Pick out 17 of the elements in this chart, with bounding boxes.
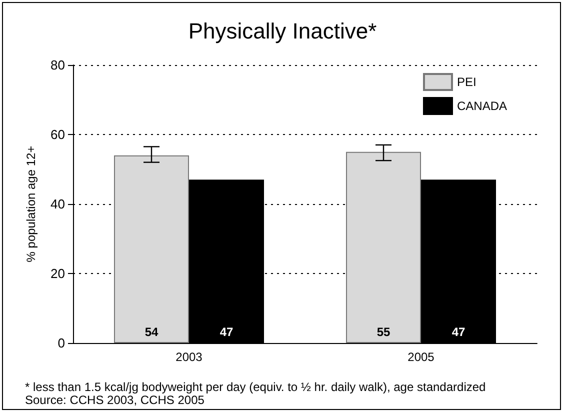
y-tick-label: 60 (50, 127, 65, 142)
source-note: Source: CCHS 2003, CCHS 2005 (25, 393, 206, 407)
data-label: 54 (144, 325, 158, 339)
y-tick-label: 40 (50, 196, 65, 212)
data-label: 47 (220, 325, 234, 339)
y-tick-label: 0 (58, 336, 65, 350)
y-tick-label: 20 (50, 266, 65, 281)
x-tick-label: 2003 (176, 350, 203, 364)
legend-label: CANADA (456, 99, 508, 113)
legend-label: PEI (456, 75, 476, 89)
text: * less than 1.5 kcal/jg bodyweight per day (equiv. to ½ hr. daily walk), age standardized (25, 380, 486, 394)
y-axis-title: % population age 12+ (24, 146, 38, 262)
y-tick-label: 80 (50, 58, 65, 72)
data-label: 55 (376, 325, 390, 339)
chart-title: Physically Inactive* (188, 18, 378, 44)
x-tick-label: 2005 (408, 350, 435, 364)
data-label: 47 (452, 325, 466, 339)
